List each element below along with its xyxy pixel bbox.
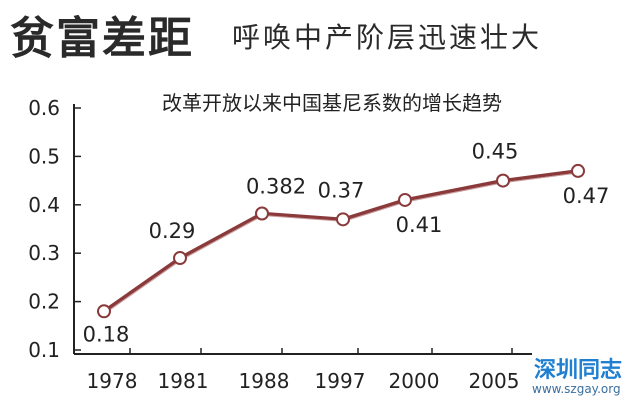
y-tick-label: 0.5 (28, 144, 60, 168)
y-tick-label: 0.3 (28, 241, 60, 265)
y-tick-label: 0.6 (28, 96, 60, 120)
y-tick-label: 0.4 (28, 193, 60, 217)
data-point (97, 304, 111, 319)
data-point (255, 206, 269, 221)
data-label: 0.18 (83, 322, 130, 346)
data-point (571, 163, 585, 178)
subheadline: 呼唤中产阶层迅速壮大 (232, 21, 543, 54)
x-tick-label: 1988 (239, 369, 290, 393)
x-tick-label: 1978 (87, 369, 138, 393)
watermark-logo-text: 深圳同志 (534, 358, 623, 383)
x-tick-label: 1997 (315, 369, 366, 393)
data-label: 0.382 (246, 175, 306, 199)
x-tick-label: 2005 (469, 369, 520, 393)
headline: 贫富差距 (10, 13, 194, 64)
data-point (398, 192, 412, 207)
x-tick-label: 1981 (158, 369, 209, 393)
data-label: 0.41 (396, 213, 443, 237)
data-label: 0.47 (563, 184, 610, 208)
data-label: 0.29 (149, 219, 196, 243)
y-tick-label: 0.2 (28, 290, 60, 314)
watermark-url: www.szgay.org (532, 382, 621, 396)
x-tick-label: 2000 (389, 369, 440, 393)
data-point (496, 173, 510, 188)
chart-title: 改革开放以来中国基尼系数的增长趋势 (162, 91, 502, 115)
data-point (336, 212, 350, 227)
y-tick-label: 0.1 (28, 338, 60, 362)
data-point (173, 251, 187, 266)
data-label: 0.45 (472, 140, 519, 164)
data-label: 0.37 (318, 178, 365, 202)
